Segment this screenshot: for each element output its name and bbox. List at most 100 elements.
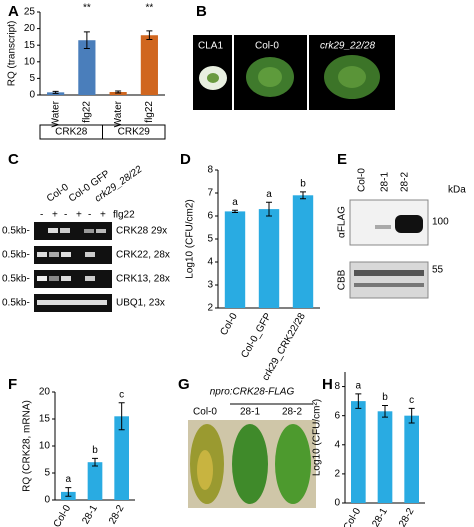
- photo-label: CLA1: [198, 41, 223, 52]
- gene-label: CRK22, 28x: [116, 250, 170, 261]
- x-tick-label: Col-0: [52, 503, 74, 527]
- lane-label: 28-1: [240, 407, 260, 418]
- photo-label: crk29_22/28: [320, 41, 375, 52]
- y-tick-label: 15: [39, 414, 51, 425]
- error-bar: [65, 487, 72, 497]
- bar: [351, 401, 366, 503]
- significance-letter: a: [66, 474, 72, 485]
- y-tick-label: 7: [207, 188, 213, 199]
- annotation: **: [83, 3, 91, 14]
- error-bar: [382, 404, 388, 418]
- panel-letter: D: [180, 151, 191, 168]
- x-tick-label: 28-1: [370, 506, 390, 527]
- bar: [114, 416, 129, 500]
- x-tick-label: Col-0: [218, 311, 240, 338]
- error-bar: [115, 90, 122, 94]
- y-tick-label: 6: [334, 410, 340, 421]
- sign: +: [76, 210, 82, 221]
- y-axis-title: Log10 (CFU/cm2): [185, 199, 196, 278]
- x-tick-label: flg22: [144, 101, 155, 123]
- photo-label: Col-0: [255, 41, 279, 52]
- marker-label: 55: [432, 265, 444, 276]
- unit-label: kDa: [448, 185, 466, 196]
- y-tick-label: 10: [24, 56, 36, 67]
- y-tick-label: 5: [207, 234, 213, 245]
- panel-letter: H: [322, 376, 333, 393]
- sign: +: [100, 210, 106, 221]
- error-bar: [266, 201, 272, 217]
- lane-label: 28-2: [282, 407, 302, 418]
- bar: [87, 462, 103, 500]
- y-tick-label: 4: [334, 439, 340, 450]
- error-bar: [355, 393, 362, 409]
- y-tick-label: 6: [207, 211, 213, 222]
- panel-letter: B: [196, 3, 207, 20]
- y-tick-label: 2: [334, 469, 340, 480]
- bar: [140, 35, 158, 95]
- bar: [78, 40, 96, 95]
- error-bar: [300, 191, 306, 200]
- sign: -: [64, 210, 67, 221]
- y-tick-label: 10: [39, 441, 51, 452]
- bar: [258, 209, 280, 308]
- sign: -: [40, 210, 43, 221]
- x-tick-label: Water: [50, 100, 61, 127]
- lane-label: 28-2: [400, 172, 411, 192]
- size-marker: 0.5kb-: [2, 226, 30, 237]
- y-tick-label: 0: [44, 495, 50, 506]
- significance-letter: a: [232, 197, 238, 208]
- x-tick-label: Col-0: [342, 506, 364, 527]
- row-label: αFLAG: [337, 206, 348, 238]
- photo-b: [193, 35, 395, 110]
- y-tick-label: 20: [39, 387, 51, 398]
- y-tick-label: 5: [44, 468, 50, 479]
- y-tick-label: 2: [207, 303, 213, 314]
- size-marker: 0.5kb-: [2, 250, 30, 261]
- x-tick-label: Col-0_GFP: [239, 311, 274, 360]
- photo-g: [188, 420, 316, 508]
- y-tick-label: 8: [207, 165, 213, 176]
- x-tick-label: Water: [113, 100, 124, 127]
- gene-label: CRK13, 28x: [116, 274, 170, 285]
- y-tick-label: 4: [207, 257, 213, 268]
- x-tick-label: 28-2: [397, 506, 417, 527]
- y-tick-label: 0: [29, 90, 35, 101]
- lane-label: Col-0: [357, 168, 368, 192]
- panel-letter: C: [8, 151, 19, 168]
- row-label: CBB: [337, 269, 348, 290]
- group-label: CRK28: [55, 127, 88, 138]
- significance-letter: a: [266, 189, 272, 200]
- error-bar: [232, 209, 238, 214]
- sign: -: [88, 210, 91, 221]
- lane-label: 28-1: [380, 172, 391, 192]
- y-tick-label: 0: [334, 498, 340, 509]
- bar: [292, 195, 314, 308]
- panel-letter: F: [8, 376, 17, 393]
- error-bar: [118, 402, 125, 431]
- x-tick-label: 28-1: [80, 503, 100, 526]
- x-tick-label: 28-2: [107, 503, 127, 526]
- treatment-label: flg22: [113, 210, 135, 221]
- bar: [377, 411, 393, 503]
- bar: [224, 211, 246, 308]
- panel-letter: E: [337, 151, 347, 168]
- group-label: CRK29: [118, 127, 151, 138]
- y-axis-title: RQ (CRK28, mRNA): [22, 400, 33, 492]
- lane-label: Col-0: [45, 182, 71, 205]
- gene-label: UBQ1, 23x: [116, 298, 165, 309]
- annotation: **: [145, 3, 153, 14]
- size-marker: 0.5kb-: [2, 298, 30, 309]
- sign: +: [52, 210, 58, 221]
- lane-label: Col-0: [193, 407, 217, 418]
- y-tick-label: 15: [24, 40, 36, 51]
- error-bar: [408, 407, 415, 424]
- error-bar: [52, 90, 59, 94]
- marker-label: 100: [432, 217, 449, 228]
- error-bar: [92, 457, 98, 467]
- y-tick-label: 5: [29, 73, 35, 84]
- group-box: [102, 124, 166, 140]
- gene-label: CRK28 29x: [116, 226, 167, 237]
- blot: [349, 199, 429, 299]
- y-tick-label: 8: [334, 381, 340, 392]
